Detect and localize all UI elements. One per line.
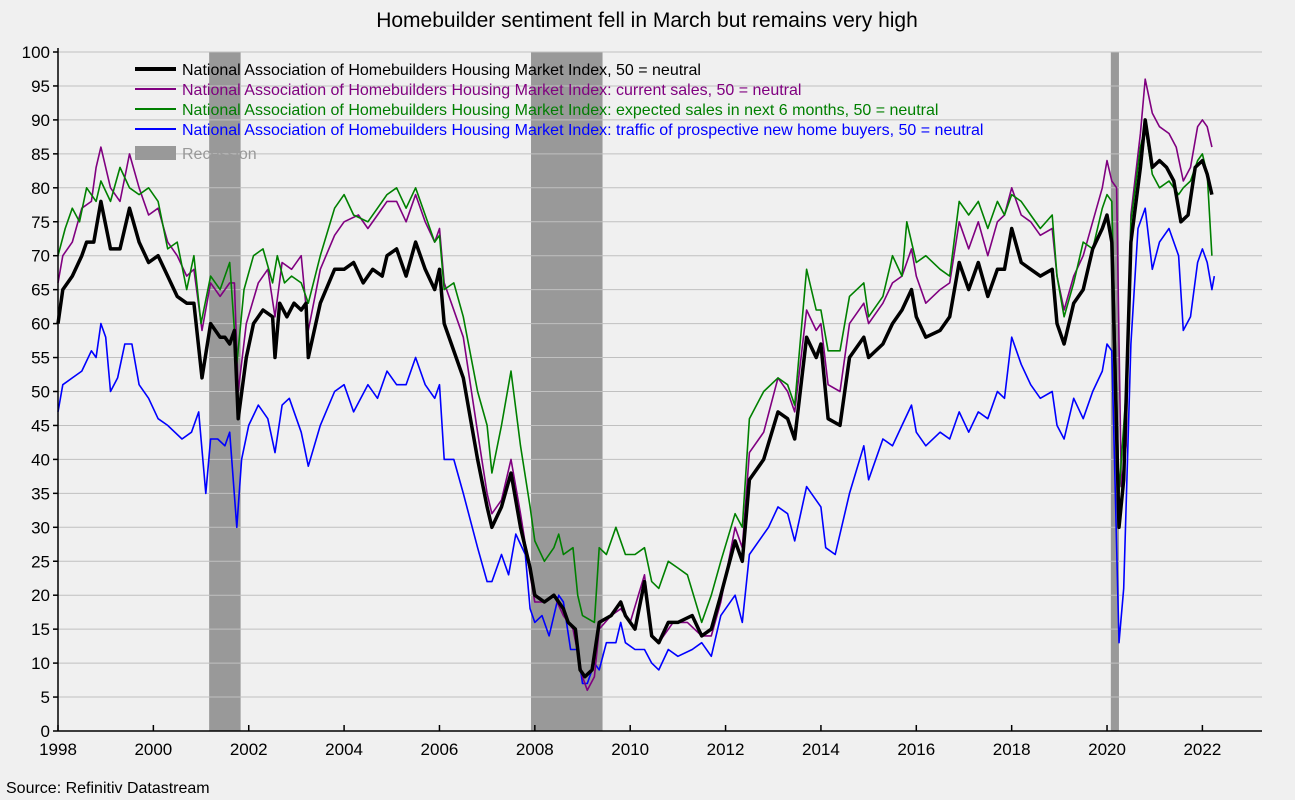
y-tick-label: 25 [31,552,50,571]
y-tick-label: 15 [31,620,50,639]
y-tick-label: 20 [31,586,50,605]
y-tick-label: 35 [31,484,50,503]
x-tick-label: 2014 [802,740,840,759]
series-line-3 [57,207,1216,685]
legend: National Association of Homebuilders Hou… [135,62,983,163]
y-tick-label: 30 [31,518,50,537]
y-tick-label: 75 [31,213,50,232]
y-tick-label: 40 [31,450,50,469]
y-tick-label: 100 [22,43,50,62]
gridlines [58,51,1262,698]
x-tick-label: 2018 [993,740,1031,759]
y-tick-label: 65 [31,281,50,300]
y-tick-label: 50 [31,383,50,402]
y-tick-label: 55 [31,349,50,368]
x-tick-label: 2020 [1088,740,1126,759]
y-tick-label: 0 [41,722,50,741]
x-tick-label: 2008 [516,740,554,759]
x-tick-label: 2002 [230,740,268,759]
series-line-2 [57,125,1213,624]
y-tick-label: 70 [31,247,50,266]
y-tick-label: 10 [31,654,50,673]
source-note: Source: Refinitiv Datastream [6,780,210,797]
chart-title: Homebuilder sentiment fell in March but … [376,9,918,32]
axes: 0 5 10 15 20 25 30 35 40 45 50 55 60 65 70 75 80 85 90 95 10… [22,43,1262,759]
legend-label: National Association of Homebuilders Hou… [182,122,983,139]
y-tick-label: 80 [31,179,50,198]
legend-label: National Association of Homebuilders Hou… [182,102,938,119]
x-tick-label: 2000 [134,740,172,759]
y-tick-label: 90 [31,111,50,130]
x-tick-label: 2012 [707,740,745,759]
y-tick-label: 95 [31,77,50,96]
x-tick-label: 1998 [39,740,77,759]
x-tick-label: 2006 [421,740,459,759]
series-lines [56,78,1216,692]
legend-label: Recession [182,146,257,163]
y-tick-label: 60 [31,315,50,334]
series-line-0 [56,118,1214,679]
x-tick-label: 2022 [1183,740,1221,759]
y-tick-label: 85 [31,145,50,164]
y-tick-label: 5 [41,688,50,707]
legend-label: National Association of Homebuilders Hou… [182,62,701,79]
x-tick-label: 2010 [611,740,649,759]
legend-swatch-recession [135,146,176,160]
legend-label: National Association of Homebuilders Hou… [182,82,801,99]
y-tick-label: 45 [31,416,50,435]
x-tick-label: 2016 [897,740,935,759]
x-tick-label: 2004 [325,740,363,759]
